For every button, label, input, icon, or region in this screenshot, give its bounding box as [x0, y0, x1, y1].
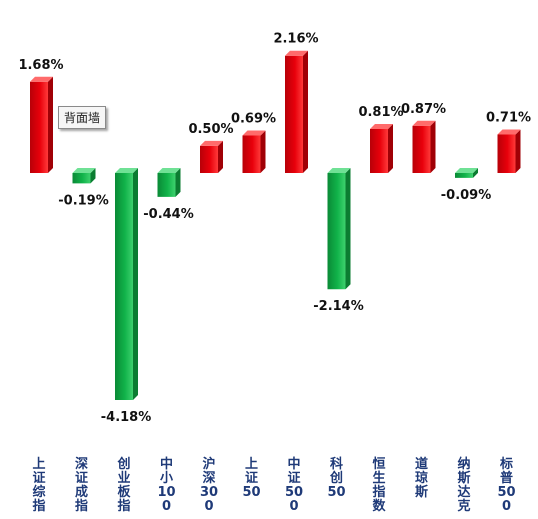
category-label: 恒生指数 — [372, 457, 386, 514]
bar-front-5 — [200, 145, 218, 173]
data-label: -2.14% — [313, 299, 364, 314]
bar-front-3 — [115, 173, 133, 400]
category-label: 道琼斯 — [414, 457, 428, 500]
category-label: 创业板指 — [117, 457, 131, 514]
bar-front-1 — [30, 81, 48, 173]
data-label: -0.19% — [58, 193, 109, 208]
bar-top-5 — [200, 140, 223, 146]
bar-top-11 — [455, 168, 478, 173]
bar-side-7 — [303, 50, 308, 173]
bar-front-10 — [412, 125, 431, 173]
bar-top-1 — [30, 76, 53, 82]
data-label: 0.69% — [231, 112, 276, 127]
bar-10 — [412, 120, 436, 173]
data-label: 0.87% — [401, 102, 446, 117]
data-label: -4.18% — [101, 410, 152, 425]
bar-top-2 — [72, 168, 96, 173]
bar-side-1 — [48, 76, 53, 173]
bar-side-10 — [430, 120, 436, 173]
bar-side-9 — [388, 124, 393, 173]
chart-tooltip: 背面墙 — [58, 106, 107, 129]
category-label: 标普500 — [497, 457, 516, 514]
category-label: 中证500 — [284, 457, 304, 514]
category-label: 上证综指 — [32, 457, 46, 514]
bar-front-12 — [497, 134, 516, 173]
bar-side-4 — [175, 168, 181, 197]
data-label: 0.71% — [486, 110, 531, 125]
bar-top-6 — [242, 130, 266, 136]
data-label: 0.81% — [358, 105, 403, 120]
bar-front-7 — [285, 55, 303, 173]
bar-5 — [200, 140, 223, 173]
category-label: 深证成指 — [74, 457, 88, 514]
bar-top-8 — [327, 168, 351, 173]
bar-front-8 — [327, 173, 346, 290]
bar-side-8 — [345, 168, 351, 290]
data-label: 2.16% — [273, 32, 318, 47]
category-label: 沪深300 — [199, 457, 219, 514]
data-label: 1.68% — [18, 58, 63, 73]
bar-2 — [72, 168, 96, 184]
bar-top-12 — [497, 129, 521, 135]
bar-top-9 — [370, 124, 393, 130]
category-label: 纳斯达克 — [457, 457, 471, 514]
bar-side-5 — [218, 140, 223, 173]
bar-top-4 — [157, 168, 181, 173]
bar-top-10 — [412, 120, 436, 126]
bar-front-11 — [455, 173, 473, 178]
bar-front-6 — [242, 135, 261, 173]
bar-front-2 — [72, 173, 91, 184]
bar-7 — [285, 50, 308, 173]
bar-front-4 — [157, 173, 176, 197]
bar-6 — [242, 130, 266, 173]
category-label: 上证50 — [242, 457, 261, 500]
bar-1 — [30, 76, 53, 173]
bar-side-12 — [515, 129, 521, 173]
bar-11 — [455, 168, 478, 178]
data-label: 0.50% — [188, 122, 233, 137]
bar-9 — [370, 124, 393, 173]
bar-4 — [157, 168, 181, 197]
bar-top-3 — [115, 168, 138, 173]
bar-8 — [327, 168, 351, 290]
category-label: 科创50 — [327, 457, 346, 500]
bar-side-11 — [473, 168, 478, 178]
bar-side-3 — [133, 168, 138, 400]
bar-front-9 — [370, 129, 388, 173]
bar-12 — [497, 129, 521, 173]
bar-3 — [115, 168, 138, 400]
bar-side-2 — [90, 168, 96, 184]
data-label: -0.44% — [143, 207, 194, 222]
category-label: 中小100 — [157, 457, 176, 514]
data-label: -0.09% — [441, 188, 492, 203]
bar-top-7 — [285, 50, 308, 56]
bar-side-6 — [260, 130, 266, 173]
